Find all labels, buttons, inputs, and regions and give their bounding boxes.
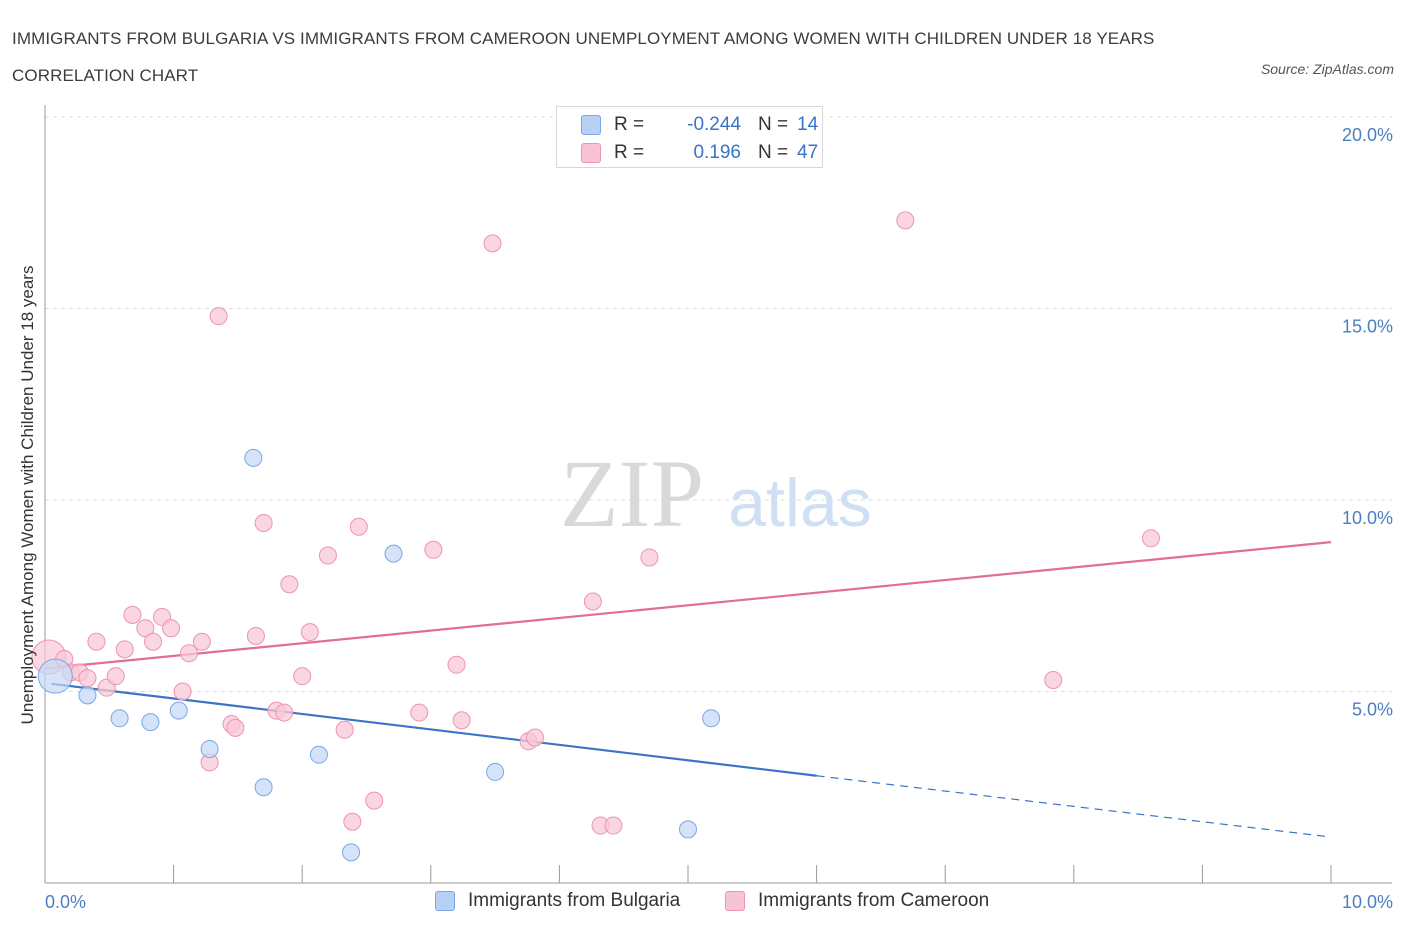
grid-lines bbox=[45, 116, 1392, 692]
tick-labels: 5.0% 10.0% 15.0% 20.0% 0.0% 10.0% bbox=[45, 125, 1393, 912]
data-point-cameroon bbox=[452, 711, 471, 730]
data-point-cameroon bbox=[123, 605, 142, 624]
data-point-cameroon bbox=[1044, 671, 1063, 690]
data-point-bulgaria bbox=[244, 448, 263, 467]
data-point-cameroon bbox=[180, 644, 199, 663]
data-point-cameroon bbox=[365, 791, 384, 810]
data-point-cameroon bbox=[192, 632, 211, 651]
watermark-zip: ZIP bbox=[560, 440, 704, 547]
chart-title: IMMIGRANTS FROM BULGARIA VS IMMIGRANTS F… bbox=[12, 29, 1155, 85]
data-point-bulgaria bbox=[342, 843, 361, 862]
data-point-bulgaria bbox=[702, 709, 721, 728]
chart-source: Source: ZipAtlas.com bbox=[1260, 61, 1394, 77]
legend-r-label: R = bbox=[614, 142, 645, 163]
data-point-cameroon bbox=[1141, 529, 1160, 548]
legend-n-value: 47 bbox=[797, 142, 819, 163]
legend-r-label: R = bbox=[614, 114, 645, 135]
trend-line-0 bbox=[51, 682, 817, 777]
legend-label-bulgaria: Immigrants from Bulgaria bbox=[468, 890, 681, 911]
data-point-cameroon bbox=[173, 682, 192, 701]
data-point-cameroon bbox=[318, 546, 337, 565]
data-point-bulgaria bbox=[169, 701, 188, 720]
data-point-cameroon bbox=[293, 667, 312, 686]
x-tick-label: 0.0% bbox=[45, 892, 86, 912]
data-point-cameroon bbox=[300, 623, 319, 642]
data-point-cameroon bbox=[280, 575, 299, 594]
data-point-cameroon bbox=[254, 513, 273, 532]
correlation-legend: R = -0.244 N = 14 R = 0.196 N = 47 bbox=[556, 106, 823, 168]
y-tick-label: 20.0% bbox=[1342, 125, 1393, 145]
legend-r-value: -0.244 bbox=[687, 114, 741, 135]
legend-n-value: 14 bbox=[797, 114, 819, 135]
data-point-cameroon bbox=[583, 592, 602, 611]
data-point-cameroon bbox=[410, 703, 429, 722]
data-point-cameroon bbox=[144, 632, 163, 651]
legend-swatch-bulgaria bbox=[435, 891, 455, 911]
y-tick-label: 5.0% bbox=[1352, 700, 1393, 720]
data-point-cameroon bbox=[162, 619, 181, 638]
data-point-cameroon bbox=[87, 632, 106, 651]
watermark: ZIP atlas bbox=[560, 440, 872, 547]
data-point-cameroon bbox=[896, 211, 915, 230]
data-point-bulgaria bbox=[110, 709, 129, 728]
watermark-atlas: atlas bbox=[728, 465, 872, 541]
data-point-cameroon bbox=[343, 812, 362, 831]
data-point-cameroon bbox=[525, 728, 544, 747]
data-point-bulgaria bbox=[679, 820, 697, 839]
legend-n-label: N = bbox=[758, 142, 789, 163]
data-point-bulgaria bbox=[200, 739, 219, 758]
data-point-bulgaria bbox=[141, 713, 160, 732]
legend-swatch-cameroon bbox=[725, 891, 745, 911]
trend-lines bbox=[44, 541, 1332, 838]
data-point-cameroon bbox=[604, 816, 623, 835]
data-points bbox=[31, 211, 1160, 862]
legend-swatch-bulgaria bbox=[581, 115, 601, 135]
data-point-cameroon bbox=[640, 548, 659, 567]
data-point-bulgaria bbox=[486, 762, 505, 781]
data-point-cameroon bbox=[226, 718, 245, 737]
legend-label-cameroon: Immigrants from Cameroon bbox=[758, 890, 990, 911]
data-point-cameroon bbox=[483, 234, 502, 253]
data-point-cameroon bbox=[424, 540, 443, 559]
data-point-cameroon bbox=[136, 619, 155, 638]
trend-line-extension-0 bbox=[816, 775, 1332, 838]
data-point-cameroon bbox=[275, 703, 294, 722]
data-point-cameroon bbox=[447, 655, 466, 674]
data-point-cameroon bbox=[349, 517, 368, 536]
data-point-bulgaria bbox=[37, 658, 73, 694]
legend-n-label: N = bbox=[758, 114, 789, 135]
data-point-cameroon bbox=[335, 720, 354, 739]
y-tick-label: 10.0% bbox=[1342, 508, 1393, 528]
data-point-cameroon bbox=[106, 667, 125, 686]
data-point-bulgaria bbox=[384, 544, 403, 563]
axes bbox=[44, 105, 1392, 884]
legend-r-value: 0.196 bbox=[693, 142, 741, 163]
data-point-cameroon bbox=[246, 626, 265, 645]
y-axis-label: Unemployment Among Women with Children U… bbox=[18, 266, 37, 725]
trend-line-1 bbox=[44, 541, 1332, 670]
data-point-bulgaria bbox=[78, 686, 97, 705]
legend-swatch-cameroon bbox=[581, 143, 601, 163]
x-tick-label: 10.0% bbox=[1342, 892, 1393, 912]
data-point-bulgaria bbox=[254, 778, 273, 797]
data-point-cameroon bbox=[78, 669, 97, 688]
data-point-bulgaria bbox=[309, 745, 328, 764]
data-point-cameroon bbox=[115, 640, 134, 659]
y-tick-label: 15.0% bbox=[1342, 317, 1393, 337]
data-point-cameroon bbox=[209, 307, 228, 326]
